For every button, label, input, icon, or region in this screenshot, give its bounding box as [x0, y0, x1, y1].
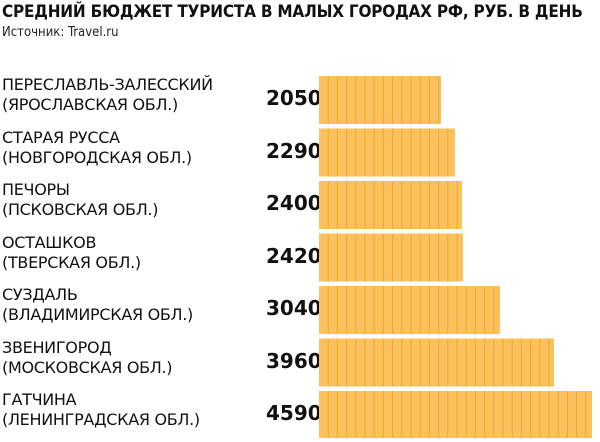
bar — [319, 128, 455, 177]
chart-source: Источник: Travel.ru — [2, 25, 119, 40]
chart-row: СУЗДАЛЬ (ВЛАДИМИРСКАЯ ОБЛ.) 3040 — [0, 285, 600, 337]
data-label: 2420 — [266, 243, 322, 268]
category-region-label: (НОВГОРОДСКАЯ ОБЛ.) — [2, 147, 192, 167]
category-region-label: (МОСКОВСКАЯ ОБЛ.) — [2, 357, 173, 377]
data-label: 2290 — [266, 138, 322, 163]
chart-row: СТАРАЯ РУССА (НОВГОРОДСКАЯ ОБЛ.) 2290 — [0, 128, 600, 180]
bar — [319, 76, 441, 124]
bar — [319, 286, 500, 334]
category-region-label: (ТВЕРСКАЯ ОБЛ.) — [2, 252, 141, 272]
data-label: 4590 — [266, 401, 322, 425]
bar-fill — [319, 181, 462, 229]
category-city-label: ОСТАШКОВ — [2, 232, 97, 252]
bar — [319, 338, 554, 387]
category-city-label: ПЕРЕСЛАВЛЬ-ЗАЛЕССКИЙ — [2, 75, 213, 94]
bar-fill — [319, 128, 455, 177]
bar-fill — [319, 286, 500, 334]
category-city-label: СТАРАЯ РУССА — [2, 127, 120, 147]
data-label: 2050 — [266, 86, 322, 110]
bar — [319, 181, 462, 229]
bar-fill — [319, 338, 554, 387]
category-region-label: (ПСКОВСКАЯ ОБЛ.) — [2, 200, 159, 219]
category-city-label: ПЕЧОРЫ — [2, 180, 70, 199]
chart-title: СРЕДНИЙ БЮДЖЕТ ТУРИСТА В МАЛЫХ ГОРОДАХ Р… — [2, 2, 583, 22]
category-region-label: (ЯРОСЛАВСКАЯ ОБЛ.) — [2, 95, 178, 114]
data-label: 3960 — [266, 348, 322, 373]
chart-row: ЗВЕНИГОРОД (МОСКОВСКАЯ ОБЛ.) 3960 — [0, 338, 600, 390]
bar-fill — [319, 233, 463, 282]
category-city-label: ГАТЧИНА — [2, 390, 77, 409]
category-region-label: (ВЛАДИМИРСКАЯ ОБЛ.) — [2, 305, 193, 324]
category-city-label: ЗВЕНИГОРОД — [2, 337, 112, 357]
data-label: 2400 — [266, 191, 322, 215]
category-city-label: СУЗДАЛЬ — [2, 285, 78, 304]
chart-row: ПЕРЕСЛАВЛЬ-ЗАЛЕССКИЙ (ЯРОСЛАВСКАЯ ОБЛ.) 20… — [0, 75, 600, 127]
category-region-label: (ЛЕНИНГРАДСКАЯ ОБЛ.) — [2, 410, 200, 429]
bar-fill — [319, 391, 592, 438]
chart-row: ОСТАШКОВ (ТВЕРСКАЯ ОБЛ.) 2420 — [0, 233, 600, 285]
data-label: 3040 — [266, 296, 322, 320]
bar — [319, 233, 463, 282]
bar — [319, 391, 592, 438]
chart-row: ГАТЧИНА (ЛЕНИНГРАДСКАЯ ОБЛ.) 4590 — [0, 390, 600, 442]
chart-row: ПЕЧОРЫ (ПСКОВСКАЯ ОБЛ.) 2400 — [0, 180, 600, 232]
